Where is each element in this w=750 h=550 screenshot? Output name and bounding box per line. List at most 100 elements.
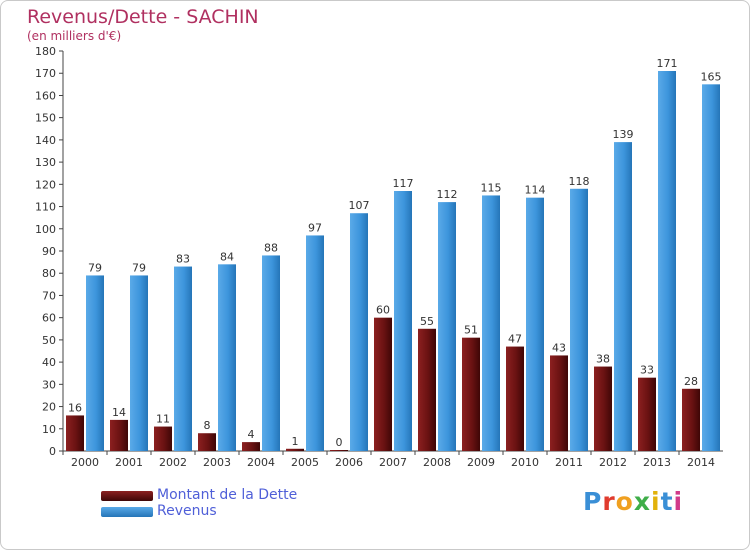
legend-swatch-revenus	[101, 507, 153, 517]
revenus-bar	[438, 202, 456, 451]
revenus-value-label: 171	[657, 57, 678, 70]
legend-label-revenus: Revenus	[157, 503, 217, 519]
revenus-bar	[262, 255, 280, 451]
dette-value-label: 33	[640, 364, 654, 377]
dette-bar	[154, 426, 172, 451]
revenus-bar	[218, 264, 236, 451]
y-tick-label: 140	[35, 134, 56, 147]
legend-swatch-dette	[101, 491, 153, 501]
bars	[66, 71, 720, 451]
dette-value-label: 38	[596, 353, 610, 366]
revenus-value-label: 139	[613, 128, 634, 141]
y-tick-label: 70	[42, 289, 56, 302]
revenus-bar	[570, 188, 588, 451]
dette-value-label: 28	[684, 375, 698, 388]
x-tick-label: 2000	[71, 456, 99, 469]
revenus-bar	[526, 197, 544, 451]
dette-bar	[66, 415, 84, 451]
revenus-bar	[130, 275, 148, 451]
y-tick-label: 50	[42, 334, 56, 347]
dette-bar	[638, 377, 656, 451]
dette-value-label: 16	[68, 401, 82, 414]
x-tick-label: 2003	[203, 456, 231, 469]
y-tick-label: 150	[35, 112, 56, 125]
dette-value-label: 47	[508, 333, 522, 346]
revenus-bar	[394, 191, 412, 451]
revenus-value-label: 107	[349, 199, 370, 212]
revenus-value-label: 112	[437, 188, 458, 201]
y-tick-label: 30	[42, 378, 56, 391]
revenus-bar	[482, 195, 500, 451]
proxiti-logo: Proxiti	[583, 487, 684, 516]
dette-bar	[330, 450, 348, 451]
dette-bar	[286, 448, 304, 451]
x-tick-label: 2004	[247, 456, 275, 469]
dette-value-label: 43	[552, 341, 566, 354]
revenus-bar	[350, 213, 368, 451]
y-tick-label: 0	[49, 445, 56, 458]
y-tick-label: 100	[35, 223, 56, 236]
revenus-value-label: 165	[701, 70, 722, 83]
y-tick-label: 180	[35, 45, 56, 58]
y-tick-label: 20	[42, 401, 56, 414]
dette-bar	[110, 419, 128, 451]
y-tick-label: 90	[42, 245, 56, 258]
x-tick-label: 2014	[687, 456, 715, 469]
y-tick-label: 130	[35, 156, 56, 169]
x-tick-label: 2002	[159, 456, 187, 469]
dette-bar	[506, 346, 524, 451]
dette-bar	[462, 337, 480, 451]
y-tick-label: 60	[42, 312, 56, 325]
revenus-bar	[658, 71, 676, 451]
revenus-value-label: 115	[481, 181, 502, 194]
x-tick-label: 2001	[115, 456, 143, 469]
dette-bar	[374, 317, 392, 451]
x-tick-label: 2012	[599, 456, 627, 469]
dette-value-label: 14	[112, 406, 126, 419]
x-tick-label: 2006	[335, 456, 363, 469]
dette-bar	[198, 433, 216, 451]
dette-value-label: 11	[156, 413, 170, 426]
dette-value-label: 8	[204, 419, 211, 432]
dette-value-label: 60	[376, 304, 390, 317]
revenus-value-label: 97	[308, 221, 322, 234]
revenus-value-label: 114	[525, 184, 546, 197]
x-tick-label: 2010	[511, 456, 539, 469]
dette-bar	[550, 355, 568, 451]
x-tick-label: 2011	[555, 456, 583, 469]
x-tick-label: 2013	[643, 456, 671, 469]
revenus-value-label: 118	[569, 175, 590, 188]
legend-label-dette: Montant de la Dette	[157, 487, 298, 503]
dette-value-label: 51	[464, 324, 478, 337]
dette-value-label: 4	[248, 428, 255, 441]
dette-value-label: 0	[336, 436, 343, 449]
revenus-value-label: 88	[264, 241, 278, 254]
revenus-value-label: 84	[220, 250, 234, 263]
y-tick-label: 40	[42, 356, 56, 369]
dette-bar	[682, 388, 700, 451]
y-tick-label: 120	[35, 178, 56, 191]
dette-bar	[418, 328, 436, 451]
dette-bar	[242, 442, 260, 451]
y-tick-label: 80	[42, 267, 56, 280]
revenus-value-label: 117	[393, 177, 414, 190]
x-tick-label: 2008	[423, 456, 451, 469]
x-tick-label: 2007	[379, 456, 407, 469]
y-tick-label: 170	[35, 67, 56, 80]
revenus-bar	[306, 235, 324, 451]
x-tick-label: 2005	[291, 456, 319, 469]
chart-subtitle: (en milliers d'€)	[27, 29, 122, 43]
x-tick-label: 2009	[467, 456, 495, 469]
revenus-bar	[614, 142, 632, 451]
revenus-bar	[86, 275, 104, 451]
revenus-value-label: 79	[132, 261, 146, 274]
revenus-value-label: 79	[88, 261, 102, 274]
y-tick-label: 110	[35, 201, 56, 214]
dette-value-label: 55	[420, 315, 434, 328]
revenus-value-label: 83	[176, 253, 190, 266]
y-tick-label: 10	[42, 423, 56, 436]
revenus-bar	[702, 84, 720, 451]
